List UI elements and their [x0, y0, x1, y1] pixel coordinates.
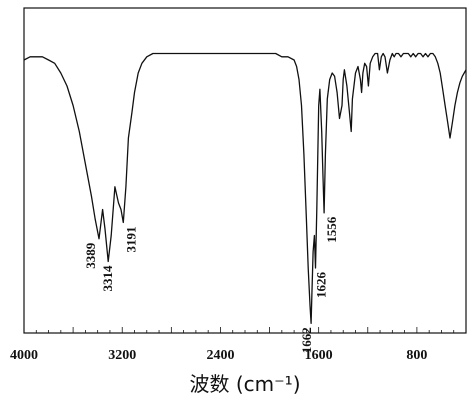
- x-tick-label: 1600: [305, 348, 333, 363]
- x-tick-labels: 4000 3200 2400 1600 800: [10, 348, 427, 363]
- spectrum-line: [23, 52, 467, 324]
- peak-label: 3314: [100, 265, 115, 292]
- peak-label: 3191: [123, 227, 138, 253]
- peak-label: 1626: [313, 272, 328, 299]
- axis-ticks: [23, 327, 467, 333]
- x-tick-label: 3200: [108, 348, 136, 363]
- x-tick-label: 4000: [10, 348, 38, 363]
- x-tick-label: 800: [406, 348, 427, 363]
- peak-label: 3389: [83, 242, 98, 269]
- peak-label: 1662: [299, 327, 314, 353]
- peak-label: 1556: [324, 216, 339, 243]
- x-axis-title: 波数 (cm⁻¹): [189, 372, 300, 396]
- plot-frame: [23, 7, 467, 334]
- x-tick-label: 2400: [206, 348, 234, 363]
